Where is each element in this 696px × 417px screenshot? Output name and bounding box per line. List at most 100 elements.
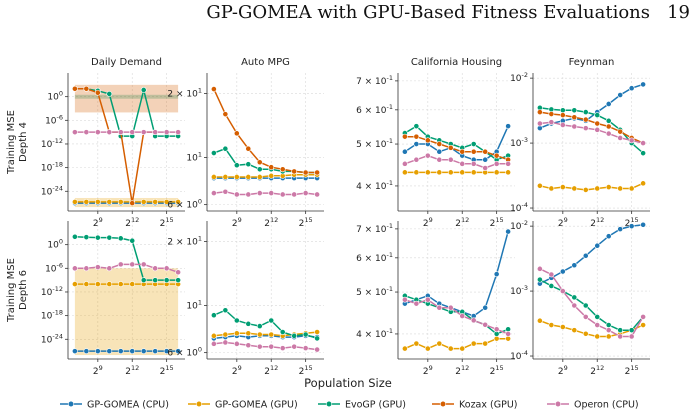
data-point xyxy=(268,317,275,324)
data-point xyxy=(605,130,612,137)
x-tick-label: 215 xyxy=(625,364,639,377)
data-point xyxy=(413,300,420,307)
x-tick-label: 212 xyxy=(590,364,604,377)
data-point xyxy=(571,114,578,121)
data-point xyxy=(605,101,612,107)
data-point xyxy=(71,199,78,205)
data-point xyxy=(628,333,635,340)
y-tick-label: 10-4 xyxy=(510,201,528,214)
series-line xyxy=(74,88,179,137)
y-tick-label: 10-3 xyxy=(510,136,528,149)
y-tick-label: 101 xyxy=(186,151,202,164)
x-tick-label: 215 xyxy=(490,364,504,377)
data-point xyxy=(245,330,252,337)
data-point xyxy=(152,348,159,355)
data-point xyxy=(505,331,512,337)
series-line xyxy=(213,147,318,174)
series-line xyxy=(213,309,318,340)
y-tick-label: 100 xyxy=(47,90,63,103)
confidence-band xyxy=(74,268,179,356)
data-point xyxy=(245,161,252,168)
data-point xyxy=(628,85,635,92)
data-point xyxy=(617,226,624,233)
data-point xyxy=(447,304,454,311)
y-tick-label: 100 xyxy=(47,238,63,251)
data-point xyxy=(536,109,543,115)
data-point xyxy=(571,107,578,114)
data-point xyxy=(640,81,647,88)
legend-swatch-marker xyxy=(325,400,333,408)
data-point xyxy=(413,340,420,347)
data-point xyxy=(401,148,408,155)
data-point xyxy=(424,296,431,303)
legend-label: Kozax (GPU) xyxy=(459,400,517,411)
data-point xyxy=(470,340,477,347)
y-tick-label: 5 × 10-1 xyxy=(356,137,393,150)
data-point xyxy=(459,313,466,319)
y-tick-label: 6 × 10-1 xyxy=(356,251,393,264)
y-tick-label: 10-2 xyxy=(510,219,528,232)
data-point xyxy=(117,261,124,268)
data-point xyxy=(129,348,136,355)
data-point xyxy=(413,133,420,140)
data-point xyxy=(106,129,113,136)
data-point xyxy=(459,345,466,352)
data-point xyxy=(71,281,78,287)
data-point xyxy=(582,302,589,309)
data-point xyxy=(140,87,147,93)
data-point xyxy=(536,276,543,283)
data-point xyxy=(505,228,512,235)
data-point xyxy=(245,145,252,152)
data-point xyxy=(571,185,578,192)
data-point xyxy=(470,169,477,176)
data-point xyxy=(256,159,263,166)
y-tick-label: 10-6 xyxy=(45,261,63,274)
legend-item: GP-GOMEA (CPU) xyxy=(60,400,169,411)
data-point xyxy=(152,199,159,205)
data-point xyxy=(94,264,101,271)
x-tick-label: 212 xyxy=(264,364,278,377)
y-tick-label: 4 × 10-1 xyxy=(356,327,393,340)
data-point xyxy=(268,164,275,171)
data-point xyxy=(459,160,466,167)
data-point xyxy=(94,89,101,96)
data-point xyxy=(436,169,443,176)
data-point xyxy=(640,221,647,228)
data-point xyxy=(175,277,182,284)
data-point xyxy=(582,187,589,193)
data-point xyxy=(279,166,286,173)
data-point xyxy=(582,252,589,259)
data-point xyxy=(582,314,589,320)
data-point xyxy=(640,180,647,187)
data-point xyxy=(256,343,263,350)
data-point xyxy=(571,262,578,269)
data-point xyxy=(436,156,443,163)
legend-label: Operon (CPU) xyxy=(574,400,639,411)
data-point xyxy=(245,191,252,198)
data-point xyxy=(482,304,489,311)
legend-swatch-marker xyxy=(439,400,447,408)
data-point xyxy=(548,111,555,117)
data-point xyxy=(493,169,500,176)
data-point xyxy=(129,237,136,244)
data-point xyxy=(314,346,321,353)
data-point xyxy=(233,330,240,337)
data-point xyxy=(152,129,159,136)
data-point xyxy=(605,333,612,340)
y-tick-label: 2 × 101 xyxy=(167,235,202,248)
data-point xyxy=(401,160,408,167)
data-point xyxy=(256,323,263,330)
series-line xyxy=(539,121,644,144)
data-point xyxy=(470,160,477,167)
data-point xyxy=(605,184,612,191)
data-point xyxy=(71,348,78,355)
data-point xyxy=(559,324,566,330)
data-point xyxy=(302,345,309,352)
series-line xyxy=(404,135,509,161)
series-line xyxy=(539,278,644,331)
series-line xyxy=(404,231,509,317)
data-point xyxy=(436,148,443,155)
data-point xyxy=(117,199,124,205)
data-point xyxy=(140,261,147,268)
